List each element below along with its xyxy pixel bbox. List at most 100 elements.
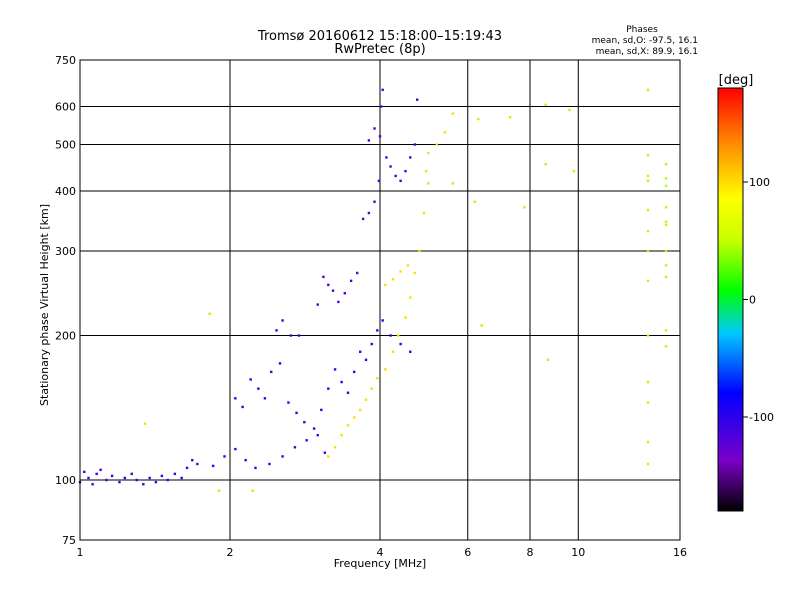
data-point: [241, 405, 244, 409]
grid-lines: [80, 60, 680, 540]
data-point: [378, 135, 382, 138]
phases-title: Phases: [626, 25, 658, 35]
data-point: [287, 401, 290, 404]
data-point: [422, 211, 426, 215]
y-tick-label: 300: [55, 245, 76, 258]
data-point: [95, 472, 98, 476]
phases-x-line: mean, sd,X: 89.9, 16.1: [596, 47, 698, 57]
data-point: [379, 105, 383, 108]
data-point: [646, 229, 650, 233]
data-point: [99, 468, 102, 472]
y-axis-ticks: 75 100 200 300 400 500 600 750: [55, 54, 76, 547]
data-point: [391, 350, 395, 353]
data-point: [118, 480, 121, 484]
data-point: [340, 380, 343, 384]
data-point: [377, 179, 381, 183]
data-point: [544, 162, 547, 166]
colorbar-tick-label: 0: [749, 294, 756, 307]
x-tick-label: 8: [527, 546, 534, 559]
data-point: [191, 458, 194, 462]
data-point: [409, 296, 412, 299]
colorbar-ticks: 100 0 -100: [743, 176, 774, 424]
data-point: [257, 387, 260, 390]
x-tick-label: 4: [377, 546, 384, 559]
data-point: [646, 401, 650, 404]
data-point: [364, 358, 368, 362]
data-point: [406, 264, 410, 267]
data-point: [370, 342, 373, 346]
data-point: [244, 458, 247, 462]
data-point: [373, 127, 376, 130]
data-point: [349, 279, 353, 283]
data-point: [404, 316, 407, 319]
data-point: [664, 206, 668, 209]
data-point: [293, 446, 297, 449]
data-point: [373, 200, 376, 203]
data-point: [404, 169, 407, 173]
data-point: [389, 165, 392, 168]
data-point: [664, 184, 668, 188]
data-point: [211, 464, 215, 468]
data-point: [477, 117, 480, 121]
data-point: [424, 169, 428, 173]
data-point: [544, 103, 547, 106]
data-point: [254, 466, 257, 470]
data-point: [646, 279, 650, 283]
data-point: [508, 116, 512, 119]
data-point: [646, 174, 650, 178]
data-point: [646, 462, 650, 466]
data-point: [427, 182, 430, 185]
data-point: [415, 98, 419, 101]
data-point: [399, 270, 402, 273]
data-point: [664, 223, 668, 227]
x-tick-label: 2: [227, 546, 234, 559]
data-point: [352, 370, 356, 374]
data-point: [418, 249, 421, 253]
data-point: [376, 376, 379, 380]
data-point: [123, 476, 126, 480]
data-point: [281, 455, 284, 458]
data-point: [451, 182, 455, 185]
data-point: [664, 329, 668, 332]
data-point: [223, 455, 226, 458]
data-point: [358, 350, 362, 353]
data-point: [185, 466, 189, 470]
data-point: [664, 162, 668, 166]
data-point: [480, 324, 483, 327]
x-axis-label: Frequency [MHz]: [334, 557, 426, 570]
plot-frame: [79, 59, 681, 541]
data-point: [364, 398, 368, 401]
data-point: [130, 472, 133, 476]
data-point: [316, 433, 319, 437]
data-point: [413, 271, 417, 275]
data-point: [384, 368, 387, 371]
data-point: [427, 151, 430, 155]
y-tick-label: 500: [55, 139, 76, 152]
data-point: [391, 278, 395, 281]
x-tick-label: 6: [464, 546, 471, 559]
data-point: [278, 362, 282, 365]
data-point: [320, 408, 323, 412]
data-point: [435, 143, 438, 146]
data-point: [148, 476, 151, 480]
data-point: [105, 478, 108, 482]
data-point: [249, 378, 252, 381]
data-point: [135, 478, 138, 482]
data-point: [217, 489, 221, 492]
x-tick-label: 1: [77, 546, 84, 559]
data-point: [384, 283, 387, 287]
x-tick-label: 10: [571, 546, 585, 559]
phases-o-line: mean, sd,O: -97.5, 16.1: [592, 36, 698, 46]
data-point: [381, 319, 384, 322]
data-point: [399, 179, 402, 183]
data-point: [303, 420, 306, 424]
data-point: [355, 271, 359, 275]
data-point: [295, 411, 298, 415]
data-point: [473, 200, 477, 203]
data-point: [370, 387, 373, 390]
data-point: [346, 391, 350, 394]
colorbar: [717, 87, 744, 512]
data-point: [664, 249, 668, 253]
data-point: [568, 108, 571, 112]
